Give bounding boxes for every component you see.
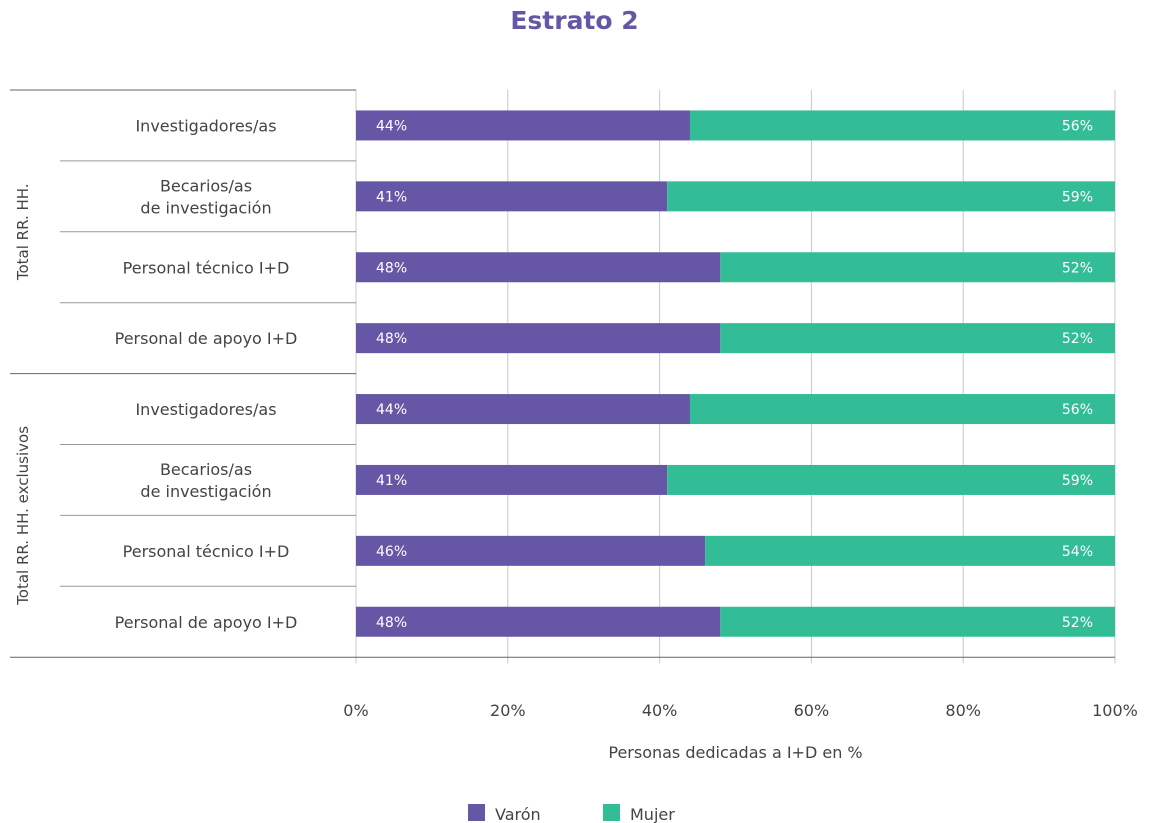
category-label: de investigación: [140, 482, 271, 501]
x-tick-label: 0%: [343, 701, 368, 720]
legend-swatch-mujer: [603, 804, 620, 821]
bar-varon: [356, 323, 721, 354]
legend-swatch-varon: [468, 804, 485, 821]
data-label-mujer: 59%: [1062, 473, 1093, 489]
x-tick-label: 40%: [642, 701, 678, 720]
bar-mujer: [689, 110, 1115, 141]
data-label-mujer: 56%: [1062, 118, 1093, 134]
data-label-mujer: 52%: [1062, 260, 1093, 276]
bar-mujer: [689, 394, 1115, 425]
category-label: Personal de apoyo I+D: [115, 613, 298, 632]
data-label-varon: 44%: [376, 118, 407, 134]
bar-varon: [356, 535, 706, 566]
category-label: Investigadores/as: [135, 400, 276, 419]
category-label: Investigadores/as: [135, 116, 276, 135]
category-label: Personal técnico I+D: [123, 258, 290, 277]
category-label: Personal de apoyo I+D: [115, 329, 298, 348]
data-label-varon: 46%: [376, 544, 407, 560]
data-label-varon: 48%: [376, 260, 407, 276]
legend-label-mujer: Mujer: [630, 805, 675, 823]
bar-mujer: [720, 323, 1115, 354]
data-label-varon: 41%: [376, 189, 407, 205]
bar-varon: [356, 181, 668, 212]
data-label-varon: 48%: [376, 331, 407, 347]
bar-mujer: [720, 606, 1115, 637]
data-label-varon: 41%: [376, 473, 407, 489]
data-label-mujer: 56%: [1062, 402, 1093, 418]
group-label: Total RR. HH.: [14, 183, 32, 281]
bar-mujer: [667, 464, 1115, 495]
bar-varon: [356, 252, 721, 283]
x-tick-label: 100%: [1092, 701, 1138, 720]
group-label: Total RR. HH. exclusivos: [14, 426, 32, 606]
x-axis-title: Personas dedicadas a I+D en %: [608, 743, 862, 762]
x-tick-label: 60%: [794, 701, 830, 720]
legend-label-varon: Varón: [495, 805, 541, 823]
category-label: Becarios/as: [160, 460, 252, 479]
data-label-mujer: 59%: [1062, 189, 1093, 205]
bar-varon: [356, 110, 690, 141]
data-label-mujer: 52%: [1062, 615, 1093, 631]
bar-mujer: [720, 252, 1115, 283]
bar-varon: [356, 394, 690, 425]
category-label: Personal técnico I+D: [123, 542, 290, 561]
x-tick-label: 80%: [945, 701, 981, 720]
data-label-varon: 48%: [376, 615, 407, 631]
bar-varon: [356, 464, 668, 495]
data-label-mujer: 54%: [1062, 544, 1093, 560]
bar-mujer: [705, 535, 1115, 566]
x-tick-label: 20%: [490, 701, 526, 720]
bar-mujer: [667, 181, 1115, 212]
bar-varon: [356, 606, 721, 637]
category-label: de investigación: [140, 198, 271, 217]
category-label: Becarios/as: [160, 176, 252, 195]
chart-title: Estrato 2: [510, 6, 639, 35]
data-label-varon: 44%: [376, 402, 407, 418]
data-label-mujer: 52%: [1062, 331, 1093, 347]
